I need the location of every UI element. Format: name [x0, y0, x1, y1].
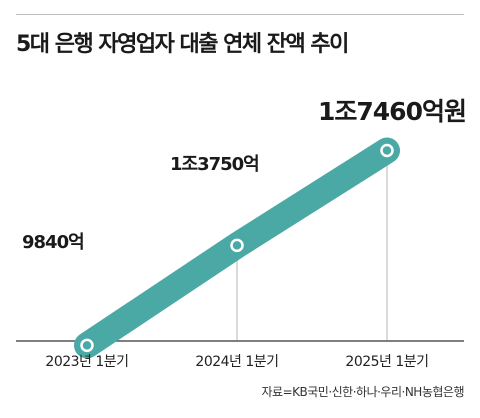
- value-label-3: 1조7460억원: [318, 97, 466, 126]
- data-point-1: [80, 338, 94, 353]
- data-point-2: [230, 238, 244, 253]
- data-point-3: [380, 143, 394, 158]
- category-label-2: 2024년 1분기: [195, 354, 278, 370]
- top-rule: [16, 14, 464, 15]
- value-label-2: 1조3750억: [170, 154, 259, 175]
- category-label-1: 2023년 1분기: [45, 354, 128, 370]
- category-label-3: 2025년 1분기: [345, 354, 428, 370]
- value-label-1: 9840억: [22, 232, 84, 253]
- chart-title: 5대 은행 자영업자 대출 연체 잔액 추이: [16, 32, 349, 57]
- source-note: 자료=KB국민·신한·하나·우리·NH농협은행: [261, 385, 465, 399]
